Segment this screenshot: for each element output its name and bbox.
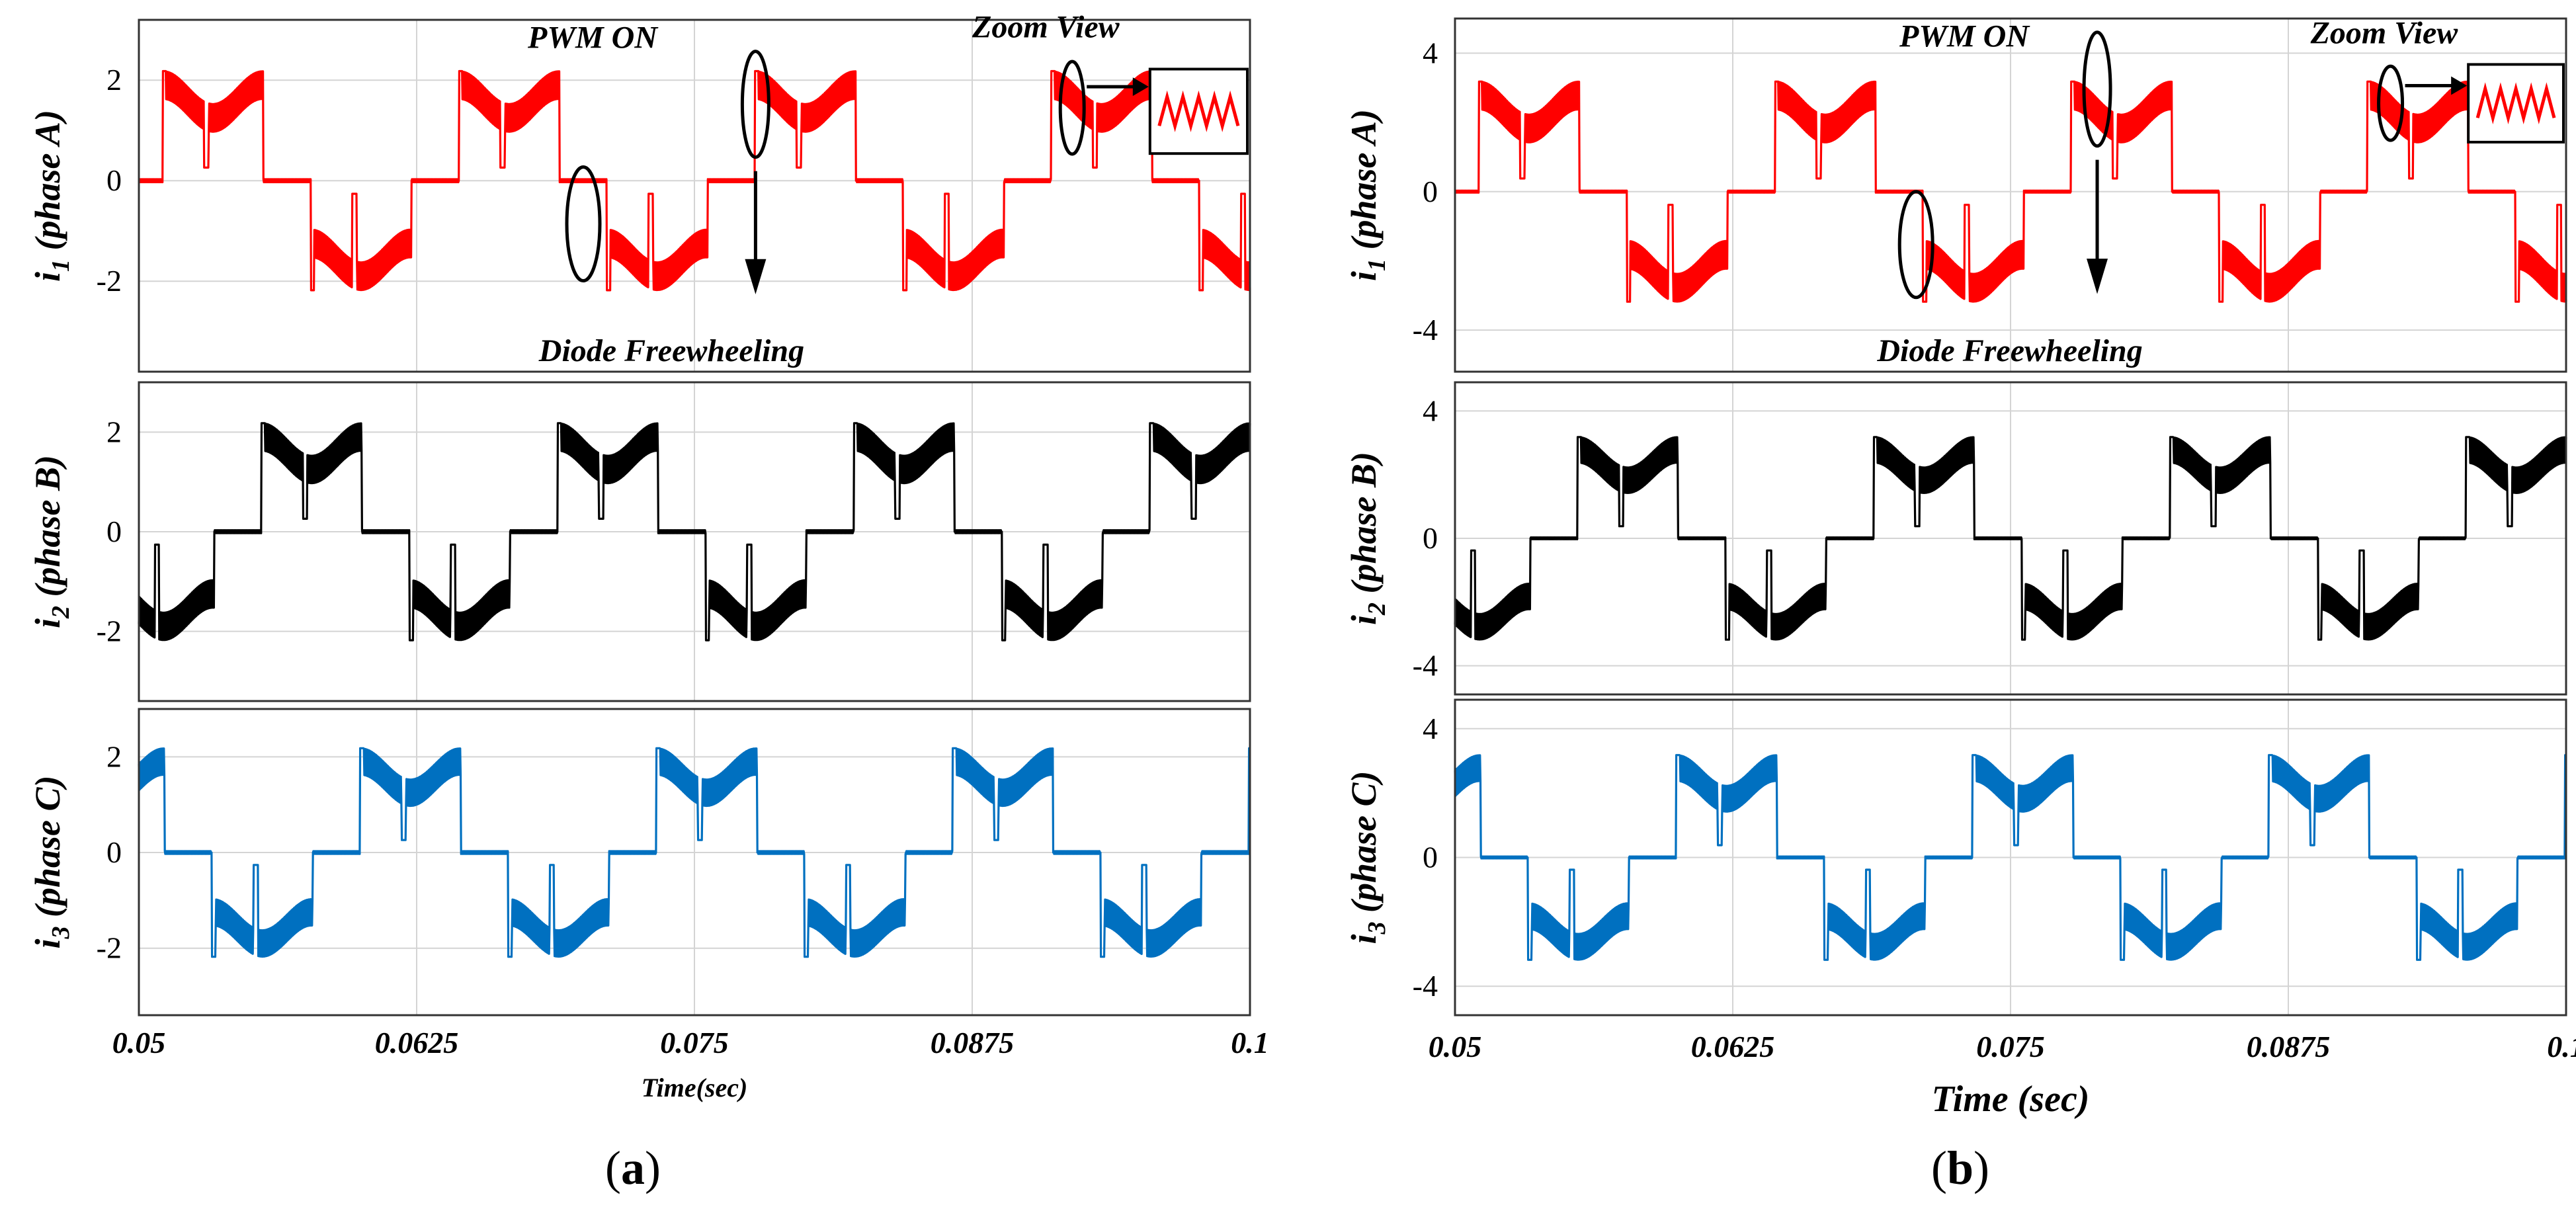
zoom-view-ripple xyxy=(2475,82,2556,125)
annotation-arrowhead-right xyxy=(2451,76,2468,95)
annotation-arrowhead-down xyxy=(745,259,767,294)
y-tick-label: -2 xyxy=(97,614,122,648)
x-tick-label: 0.0625 xyxy=(375,1026,459,1060)
y-axis-label-symbol: i xyxy=(1344,934,1384,944)
y-axis-label-subscript: 1 xyxy=(1363,259,1391,271)
subplot-b-2: 4 0 -4 i2 (phase B) xyxy=(1344,381,2567,696)
x-tick-label: 0.0875 xyxy=(2247,1030,2331,1063)
annotation-arrowhead-down xyxy=(2087,259,2108,294)
annotation-ellipse-diode xyxy=(1897,190,1934,300)
y-tick-label: 2 xyxy=(106,739,122,773)
annotation-diode-freewheeling: Diode Freewheeling xyxy=(538,333,804,368)
annotation-pwm-on: PWM ON xyxy=(527,21,659,56)
x-tick-label: 0.075 xyxy=(660,1026,729,1060)
y-tick-label: 4 xyxy=(1423,394,1438,427)
y-axis-label-subscript: 2 xyxy=(47,606,75,619)
y-tick-label: 2 xyxy=(106,63,122,97)
axes-box xyxy=(1454,381,2567,696)
y-axis-label-symbol: i xyxy=(1344,271,1384,281)
y-axis-label-subscript: 3 xyxy=(1363,921,1391,935)
caption-b: (b) xyxy=(1931,1142,1990,1194)
x-tick-label: 0.1 xyxy=(2547,1030,2576,1063)
y-axis-label-phase: (phase C) xyxy=(1344,770,1384,921)
zoom-view-box xyxy=(2467,63,2565,144)
x-axis-label: Time(sec) xyxy=(642,1073,748,1102)
y-axis-label-subscript: 2 xyxy=(1363,602,1391,616)
y-tick-label: 0 xyxy=(1423,841,1438,874)
x-tick-label: 0.0625 xyxy=(1691,1030,1775,1063)
annotation-pwm-on: PWM ON xyxy=(1899,19,2030,54)
y-axis-label: i3 (phase C) xyxy=(28,775,75,948)
x-tick-label: 0.05 xyxy=(1429,1030,1482,1063)
axes-box xyxy=(138,708,1251,1017)
x-tick-label: 0.1 xyxy=(1231,1026,1269,1060)
y-axis-label: i2 (phase B) xyxy=(1344,452,1391,625)
annotation-diode-freewheeling: Diode Freewheeling xyxy=(1876,333,2142,368)
y-axis-label-phase: (phase A) xyxy=(1344,109,1384,259)
x-tick-label: 0.05 xyxy=(112,1026,166,1060)
y-tick-label: -2 xyxy=(97,931,122,965)
series-line-phase-c xyxy=(1454,754,2567,961)
y-axis-label-phase: (phase A) xyxy=(28,110,67,259)
annotation-zoom-view: Zoom View xyxy=(972,10,1120,45)
y-tick-label: 4 xyxy=(1423,36,1438,69)
y-tick-label: -2 xyxy=(97,264,122,298)
annotation-ellipse-pwm xyxy=(740,50,770,159)
series-line-phase-b xyxy=(1454,436,2567,641)
y-axis-label-symbol: i xyxy=(28,938,67,948)
x-tick-label: 0.0875 xyxy=(931,1026,1015,1060)
subplot-b-1: 4 0 -4 i1 (phase A) xyxy=(1344,17,2567,373)
y-tick-label: -4 xyxy=(1413,969,1438,1003)
x-tick-label: 0.075 xyxy=(1976,1030,2045,1063)
y-tick-label: 0 xyxy=(1423,521,1438,555)
subplot-a-2: 20-2i2 (phase B) xyxy=(28,381,1251,702)
axes-box xyxy=(138,381,1251,702)
series-line-phase-c xyxy=(138,747,1251,958)
y-tick-label: -4 xyxy=(1413,649,1438,683)
y-axis-label-symbol: i xyxy=(28,272,67,282)
y-tick-label: 0 xyxy=(106,835,122,869)
y-tick-label: 0 xyxy=(1423,175,1438,208)
annotation-ellipse-zoom xyxy=(1058,60,1086,156)
y-axis-label: i2 (phase B) xyxy=(28,455,75,628)
x-axis-label: Time (sec) xyxy=(1932,1079,2090,1120)
y-axis-label: i1 (phase A) xyxy=(1344,109,1391,281)
annotation-ellipse-zoom xyxy=(2377,64,2405,142)
zoom-view-box xyxy=(1148,67,1249,155)
y-tick-label: -4 xyxy=(1413,313,1438,347)
axes-box xyxy=(1454,17,2567,373)
y-axis-label-phase: (phase C) xyxy=(28,775,67,926)
annotation-ellipse-diode xyxy=(565,165,602,283)
subplot-b-3: 4 0 -4 i3 (phase C) xyxy=(1344,698,2567,1017)
y-axis-label-subscript: 1 xyxy=(47,259,75,272)
zoom-view-ripple xyxy=(1157,90,1240,132)
y-axis-label-phase: (phase B) xyxy=(28,455,67,606)
caption-a: (a) xyxy=(605,1142,661,1194)
chart-panel-b: 40-4i1 (phase A)40-4i2 (phase B)40-4i3 (… xyxy=(1344,15,2576,1120)
series-line-phase-b xyxy=(138,422,1251,642)
y-axis-label: i1 (phase A) xyxy=(28,110,75,282)
y-tick-label: 2 xyxy=(106,415,122,448)
y-tick-label: 4 xyxy=(1423,712,1438,745)
y-axis-label-phase: (phase B) xyxy=(1344,452,1384,602)
y-tick-label: 0 xyxy=(106,163,122,197)
annotations-a: PWM ON Diode Freewheeling Zoom View xyxy=(527,10,1249,368)
subplot-a-3: 2 0 -2 i3 (phase C) xyxy=(28,708,1251,1017)
y-tick-label: 0 xyxy=(106,515,122,548)
y-axis-label-symbol: i xyxy=(1344,615,1384,625)
axes-box xyxy=(1454,698,2567,1017)
annotation-arrowhead-right xyxy=(1132,77,1149,97)
annotation-ellipse-pwm xyxy=(2082,30,2112,148)
y-axis-label: i3 (phase C) xyxy=(1344,770,1391,944)
annotations-b: PWM ON Diode Freewheeling Zoom View xyxy=(1876,15,2565,368)
annotation-zoom-view: Zoom View xyxy=(2310,15,2459,50)
axes-box xyxy=(138,19,1251,373)
y-axis-label-subscript: 3 xyxy=(47,926,75,939)
y-axis-label-symbol: i xyxy=(28,618,67,628)
subplot-a-1: 2 0 -2 i1 (phase A) xyxy=(28,19,1251,373)
chart-panel-a: 20-2i1 (phase A)20-2i2 (phase B)20-2i3 (… xyxy=(28,10,1269,1102)
